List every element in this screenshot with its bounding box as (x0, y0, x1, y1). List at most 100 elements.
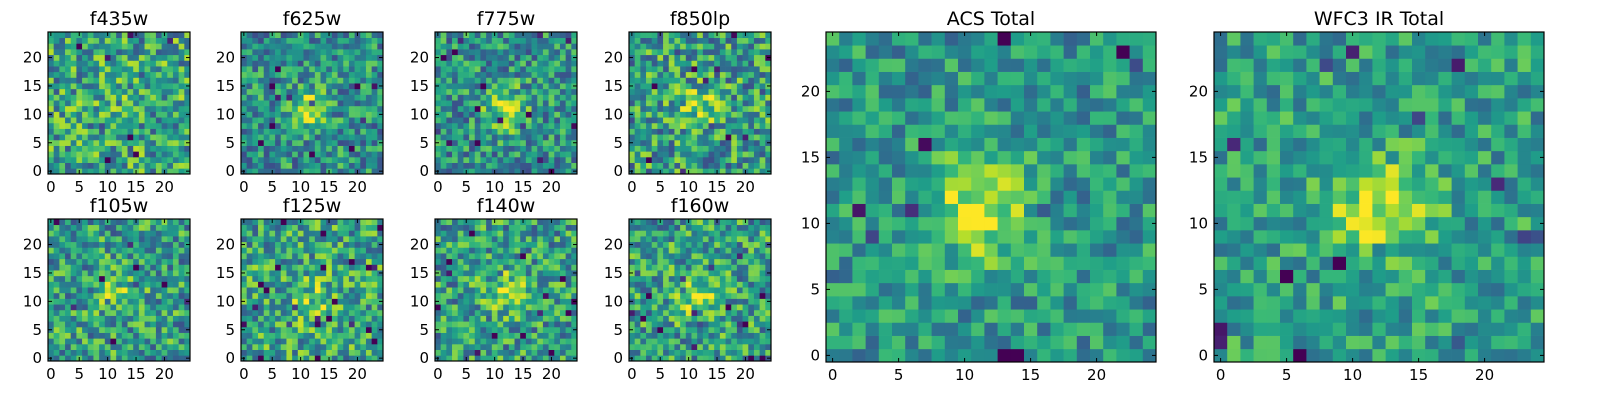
pixel (531, 117, 538, 124)
pixel (565, 117, 572, 124)
pixel (121, 343, 128, 350)
pixel (691, 134, 698, 141)
pixel (314, 134, 321, 141)
pixel (161, 236, 168, 243)
pixel (480, 253, 487, 260)
pixel (303, 247, 310, 254)
pixel (629, 338, 636, 345)
pixel (326, 94, 333, 101)
pixel (326, 253, 333, 260)
pixel (736, 275, 743, 282)
pixel (753, 162, 760, 169)
pixel (263, 332, 270, 339)
pixel (708, 77, 715, 84)
pixel (133, 298, 140, 305)
pixel (571, 253, 578, 260)
pixel (634, 139, 641, 146)
pixel (514, 32, 521, 39)
pixel (657, 111, 664, 118)
pixel (65, 122, 72, 129)
pixel (87, 355, 94, 362)
pixel (537, 83, 544, 90)
pixel (503, 77, 510, 84)
pixel (663, 49, 670, 56)
pixel (759, 32, 766, 39)
pixel (702, 315, 709, 322)
pixel (537, 343, 544, 350)
pixel (258, 37, 265, 44)
pixel (503, 111, 510, 118)
pixel (371, 43, 378, 50)
pixel (343, 230, 350, 237)
pixel (748, 343, 755, 350)
y-tick-label: 0 (32, 349, 42, 367)
pixel (178, 162, 185, 169)
pixel (70, 83, 77, 90)
pixel (668, 37, 675, 44)
pixel (446, 309, 453, 316)
pixel (99, 105, 106, 112)
pixel (365, 236, 372, 243)
pixel (354, 156, 361, 163)
pixel (150, 71, 157, 78)
pixel (714, 88, 721, 95)
pixel (559, 326, 566, 333)
pixel (753, 37, 760, 44)
pixel (525, 168, 532, 175)
pixel (554, 100, 561, 107)
pixel (275, 162, 282, 169)
pixel (525, 49, 532, 56)
pixel (691, 71, 698, 78)
pixel (668, 156, 675, 163)
pixel (708, 139, 715, 146)
pixel (674, 66, 681, 73)
pixel (121, 145, 128, 152)
pixel (184, 321, 191, 328)
pixel (309, 355, 316, 362)
pixel (640, 66, 647, 73)
pixel (491, 151, 498, 158)
pixel (697, 338, 704, 345)
pixel (167, 281, 174, 288)
pixel (531, 219, 538, 226)
pixel (246, 151, 253, 158)
pixel (121, 162, 128, 169)
pixel (286, 275, 293, 282)
pixel (508, 315, 515, 322)
pixel (680, 321, 687, 328)
pixel (309, 309, 316, 316)
pixel (99, 111, 106, 118)
pixel (377, 309, 384, 316)
pixel (491, 247, 498, 254)
pixel (571, 100, 578, 107)
pixel (70, 111, 77, 118)
pixel (286, 162, 293, 169)
pixel (309, 134, 316, 141)
pixel (531, 168, 538, 175)
pixel (469, 43, 476, 50)
pixel (668, 111, 675, 118)
pixel (542, 117, 549, 124)
pixel (565, 162, 572, 169)
pixel (70, 43, 77, 50)
pixel (110, 309, 117, 316)
pixel (252, 134, 259, 141)
pixel (446, 168, 453, 175)
pixel (497, 128, 504, 135)
pixel (457, 66, 464, 73)
pixel (144, 71, 151, 78)
pixel (354, 77, 361, 84)
pixel (497, 66, 504, 73)
pixel (297, 128, 304, 135)
pixel (292, 281, 299, 288)
pixel (548, 43, 555, 50)
pixel (554, 151, 561, 158)
pixel (365, 338, 372, 345)
pixel (93, 145, 100, 152)
pixel (133, 88, 140, 95)
x-tick-label: 10 (291, 365, 310, 383)
pixel (343, 332, 350, 339)
pixel (354, 281, 361, 288)
pixel (646, 349, 653, 356)
pixel (292, 128, 299, 135)
